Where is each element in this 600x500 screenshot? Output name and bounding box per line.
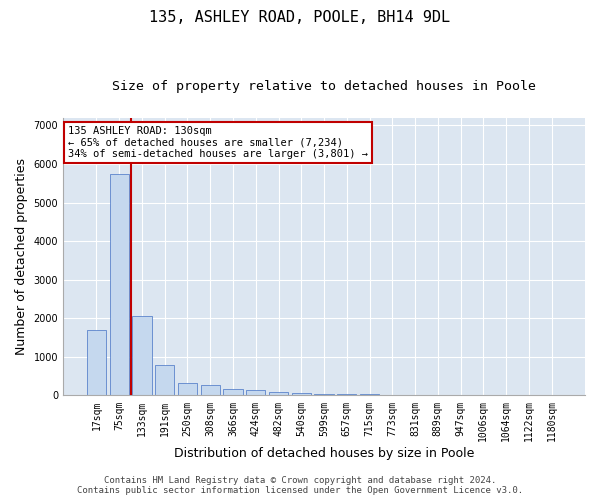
Bar bbox=[200, 384, 220, 396]
Bar bbox=[132, 316, 152, 396]
Text: 135 ASHLEY ROAD: 130sqm
← 65% of detached houses are smaller (7,234)
34% of semi: 135 ASHLEY ROAD: 130sqm ← 65% of detache… bbox=[68, 126, 368, 160]
Bar bbox=[360, 394, 379, 396]
Y-axis label: Number of detached properties: Number of detached properties bbox=[15, 158, 28, 355]
Bar bbox=[246, 390, 265, 396]
Bar bbox=[314, 394, 334, 396]
X-axis label: Distribution of detached houses by size in Poole: Distribution of detached houses by size … bbox=[174, 447, 474, 460]
Bar bbox=[337, 394, 356, 396]
Bar bbox=[269, 392, 288, 396]
Bar bbox=[178, 382, 197, 396]
Bar bbox=[110, 174, 129, 396]
Bar bbox=[223, 390, 242, 396]
Bar bbox=[292, 393, 311, 396]
Text: 135, ASHLEY ROAD, POOLE, BH14 9DL: 135, ASHLEY ROAD, POOLE, BH14 9DL bbox=[149, 10, 451, 25]
Bar bbox=[155, 364, 175, 396]
Text: Contains HM Land Registry data © Crown copyright and database right 2024.
Contai: Contains HM Land Registry data © Crown c… bbox=[77, 476, 523, 495]
Bar bbox=[87, 330, 106, 396]
Title: Size of property relative to detached houses in Poole: Size of property relative to detached ho… bbox=[112, 80, 536, 93]
